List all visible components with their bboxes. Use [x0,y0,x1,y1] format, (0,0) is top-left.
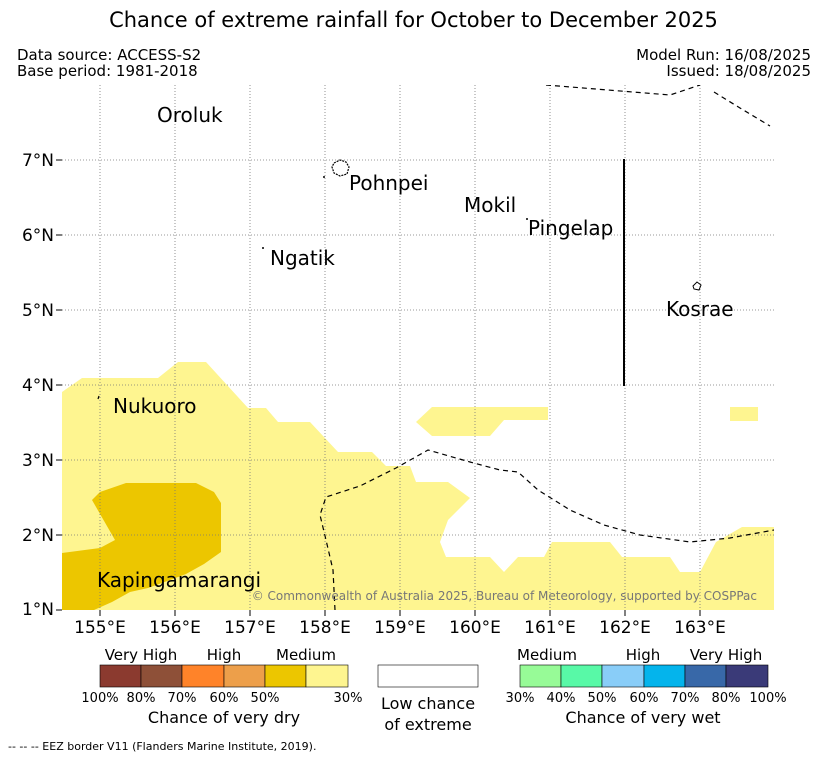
legend-dry-tick: 30% [334,691,363,706]
legend-dry-swatch [181,664,225,688]
legend-wet-tick: 40% [547,691,576,706]
label-pohnpei: Pohnpei [349,171,429,195]
legend-wet-swatch [519,664,562,688]
legend-wet-header: Medium [517,646,577,664]
header-left: Data source: ACCESS-S2 Base period: 1981… [17,47,201,79]
lat-label: 4°N [22,376,54,396]
legend-wet-swatch [725,664,769,688]
legend-dry-header: Very High [105,646,178,664]
dry-medium-patch-east [730,407,758,421]
legend-wet-header: High [626,646,660,664]
legend-wet-caption: Chance of very wet [565,708,720,727]
legend-dry-tick: 100% [81,691,118,706]
lon-label: 162°E [599,618,651,638]
pohnpei-island-outline [331,159,350,177]
legend-dry-swatch [99,664,142,688]
kosrae-island-outline [692,281,702,291]
legend-dry-caption: Chance of very dry [148,708,300,727]
legend-dry-tick: 50% [251,691,280,706]
ant-atoll-dot [323,176,325,178]
latitude-axis: 7°N 6°N 5°N 4°N 3°N 2°N 1°N [22,151,62,620]
legend-dry-header: Medium [276,646,336,664]
eez-footnote: -- -- -- EEZ border V11 (Flanders Marine… [8,740,317,753]
legend-wet-tick: 70% [671,691,700,706]
legend-wet-tick: 30% [506,691,535,706]
eez-border [319,85,774,610]
legend-dry-swatch [264,664,307,688]
legend-dry-swatch [305,664,349,688]
lon-label: 160°E [449,618,501,638]
header-right: Model Run: 16/08/2025 Issued: 18/08/2025 [636,47,811,79]
legend-wet-swatch [560,664,603,688]
lon-label: 157°E [224,618,276,638]
legend-low-caption: Low chance [381,694,475,713]
dry-high-region [62,483,221,610]
legend-dry-swatch [223,664,266,688]
legend-wet-tick: 50% [588,691,617,706]
lat-label: 2°N [22,526,54,546]
legend-low-caption: of extreme [384,715,471,734]
map-title: Chance of extreme rainfall for October t… [109,8,718,32]
lat-label: 7°N [22,151,54,171]
label-kapingamarangi: Kapingamarangi [97,568,261,592]
lon-label: 161°E [524,618,576,638]
lat-label: 3°N [22,451,54,471]
map-area: Oroluk Pohnpei Mokil Pingelap Ngatik Kos… [62,85,774,610]
lon-label: 155°E [74,618,126,638]
data-source: Data source: ACCESS-S2 [17,46,202,64]
legend-dry-header: High [207,646,241,664]
label-pingelap: Pingelap [528,216,613,240]
legend-wet-swatch [643,664,686,688]
base-period: Base period: 1981-2018 [17,62,198,80]
mokil-dot [526,218,528,220]
dry-medium-region [62,362,774,610]
lon-label: 163°E [674,618,726,638]
legend-wet-swatch [601,664,645,688]
label-mokil: Mokil [464,193,516,217]
legend-wet-tick: 60% [630,691,659,706]
lat-label: 6°N [22,226,54,246]
legend-wet-header: Very High [690,646,763,664]
lon-label: 158°E [299,618,351,638]
issued-date: Issued: 18/08/2025 [666,62,811,80]
lat-label: 1°N [22,600,54,620]
legend-dry: Very High High Medium 100% 80% 70% 60% 5… [81,646,362,727]
label-ngatik: Ngatik [270,246,335,270]
longitude-axis: 155°E 156°E 157°E 158°E 159°E 160°E 161°… [74,610,726,638]
label-kosrae: Kosrae [666,297,734,321]
legend-low-swatch [377,664,479,688]
copyright-notice: © Commonwealth of Australia 2025, Bureau… [252,589,757,603]
legend-low: Low chance of extreme [377,664,479,734]
ngatik-dot [262,247,264,249]
model-run: Model Run: 16/08/2025 [636,46,811,64]
legend-dry-tick: 60% [210,691,239,706]
nukuoro-mark [97,395,100,400]
dry-medium-band-east [416,407,548,436]
legend-dry-tick: 70% [168,691,197,706]
label-nukuoro: Nukuoro [113,394,197,418]
lat-label: 5°N [22,301,54,321]
legend-wet-tick: 80% [712,691,741,706]
label-oroluk: Oroluk [157,103,223,127]
lon-label: 156°E [149,618,201,638]
legend-dry-swatch [140,664,183,688]
legend-wet: Medium High Very High 30% 40% 50% 60% 70… [506,646,787,727]
legend-dry-tick: 80% [127,691,156,706]
lon-label: 159°E [374,618,426,638]
legend-wet-tick: 100% [749,691,786,706]
legend-wet-swatch [684,664,727,688]
